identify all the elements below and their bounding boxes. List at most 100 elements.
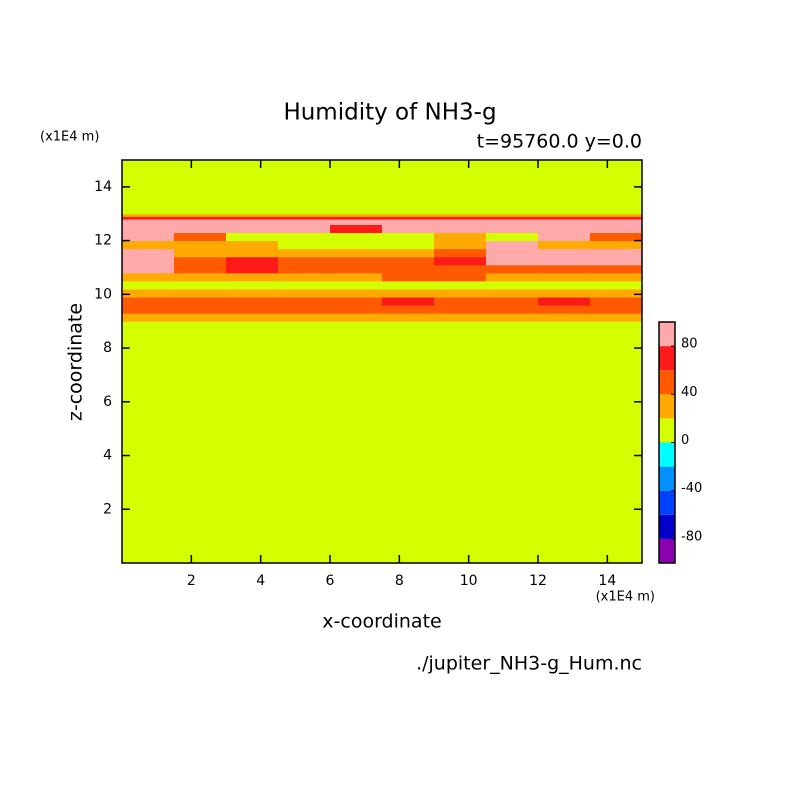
- contour-cell: [434, 213, 487, 217]
- contour-cell: [486, 224, 539, 234]
- contour-cell: [122, 264, 175, 274]
- contour-cell: [434, 272, 487, 282]
- colorbar-tick-label: 80: [681, 337, 698, 352]
- contour-cell: [278, 240, 331, 250]
- contour-cell: [382, 232, 435, 242]
- colorbar-segment: [659, 418, 675, 443]
- contour-cell: [122, 313, 175, 322]
- contour-cell: [486, 321, 539, 564]
- contour-cell: [226, 256, 279, 266]
- contour-cell: [538, 288, 591, 298]
- colorbar-segment: [659, 370, 675, 395]
- contour-cell: [330, 248, 383, 258]
- chart-title: Humidity of NH3-g: [283, 100, 496, 126]
- contour-cell: [122, 216, 175, 220]
- contour-cell: [486, 313, 539, 322]
- contour-cell: [538, 321, 591, 564]
- contour-cell: [382, 219, 435, 225]
- colorbar-segment: [659, 490, 675, 515]
- contour-cell: [174, 213, 227, 217]
- contour-cell: [382, 313, 435, 322]
- contour-cell: [278, 224, 331, 234]
- contour-cell: [434, 248, 487, 258]
- contour-cell: [382, 256, 435, 266]
- contour-cell: [330, 313, 383, 322]
- contour-cell: [590, 313, 643, 322]
- contour-cell: [538, 232, 591, 242]
- contour-cell: [122, 160, 175, 215]
- contour-cell: [122, 297, 175, 306]
- contour-cell: [590, 297, 643, 306]
- y-unit: (x1E4 m): [40, 130, 99, 145]
- y-tick-label: 6: [103, 394, 112, 410]
- contour-cell: [174, 305, 227, 314]
- contour-cell: [590, 219, 643, 225]
- colorbar-segment: [659, 322, 675, 347]
- colorbar-segment: [659, 346, 675, 371]
- contour-cell: [226, 216, 279, 220]
- contour-cell: [486, 256, 539, 266]
- y-tick-label: 4: [103, 448, 112, 464]
- y-tick-label: 8: [103, 340, 112, 356]
- contour-cell: [590, 280, 643, 290]
- colorbar-tick-label: 40: [681, 385, 698, 400]
- y-tick-label: 14: [94, 179, 112, 195]
- contour-cell: [382, 297, 435, 306]
- contour-cell: [590, 224, 643, 234]
- colorbar-segment: [659, 538, 675, 563]
- contour-cell: [278, 248, 331, 258]
- contour-cell: [434, 224, 487, 234]
- contour-cell: [486, 297, 539, 306]
- x-tick-label: 12: [529, 573, 547, 589]
- contour-cell: [590, 256, 643, 266]
- colorbar-tick-label: -80: [681, 529, 702, 544]
- contour-cell: [382, 213, 435, 217]
- contour-cell: [278, 280, 331, 290]
- x-tick-label: 10: [460, 573, 478, 589]
- contour-cell: [538, 313, 591, 322]
- contour-cell: [226, 313, 279, 322]
- source-file: ./jupiter_NH3-g_Hum.nc: [416, 653, 642, 675]
- contour-cell: [538, 216, 591, 220]
- contour-cell: [434, 264, 487, 274]
- contour-cell: [590, 264, 643, 274]
- contour-cell: [174, 288, 227, 298]
- contour-cell: [434, 216, 487, 220]
- contour-cell: [538, 256, 591, 266]
- contour-cell: [486, 213, 539, 217]
- contour-cell: [538, 264, 591, 274]
- contour-cell: [122, 248, 175, 258]
- contour-cell: [174, 216, 227, 220]
- contour-cell: [538, 224, 591, 234]
- contour-cell: [122, 321, 175, 564]
- contour-cell: [486, 280, 539, 290]
- contour-cell: [226, 248, 279, 258]
- contour-cell: [174, 248, 227, 258]
- contour-cell: [174, 264, 227, 274]
- contour-cell: [434, 313, 487, 322]
- contour-cell: [122, 288, 175, 298]
- plot-frame: [121, 159, 643, 564]
- contour-cell: [278, 313, 331, 322]
- contour-cell: [538, 280, 591, 290]
- contour-cell: [434, 219, 487, 225]
- contour-cell: [486, 160, 539, 215]
- contour-cell: [330, 216, 383, 220]
- contour-cell: [590, 240, 643, 250]
- contour-cell: [226, 264, 279, 274]
- contour-cell: [174, 280, 227, 290]
- contour-cell: [174, 297, 227, 306]
- contour-cell: [278, 297, 331, 306]
- contour-cell: [226, 240, 279, 250]
- contour-cell: [278, 256, 331, 266]
- contour-cell: [174, 321, 227, 564]
- contour-cell: [538, 272, 591, 282]
- x-tick-label: 4: [256, 573, 265, 589]
- contour-cell: [278, 288, 331, 298]
- x-tick-label: 6: [326, 573, 335, 589]
- contour-cell: [434, 256, 487, 266]
- contour-cell: [538, 297, 591, 306]
- contour-cell: [486, 305, 539, 314]
- contour-cell: [590, 216, 643, 220]
- contour-cell: [226, 224, 279, 234]
